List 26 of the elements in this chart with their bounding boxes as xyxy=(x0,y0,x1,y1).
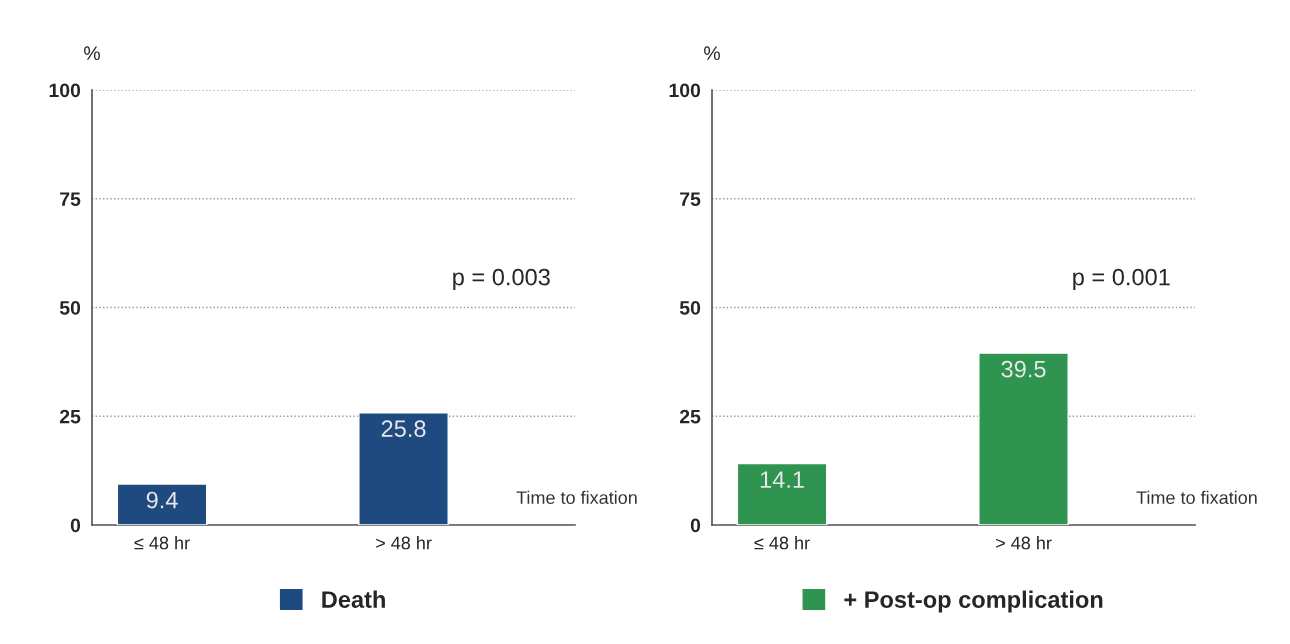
legend-label: + Post-op complication xyxy=(844,590,1103,613)
y-tick-label: 75 xyxy=(680,192,701,206)
y-tick-label: 100 xyxy=(49,83,81,98)
data-label: 14.1 xyxy=(760,471,804,488)
y-tick-label: 0 xyxy=(70,518,81,533)
legend-label: Death xyxy=(322,590,385,608)
annotation: p = 0.003 xyxy=(453,268,550,291)
y-axis-title: % xyxy=(704,46,720,60)
y-tick-label: 100 xyxy=(669,83,701,98)
x-tick-label: ≤ 48 hr xyxy=(754,536,810,550)
x-tick-label: ≤ 48 hr xyxy=(134,536,190,550)
y-tick-label: 25 xyxy=(679,409,701,424)
x-tick-label: > 48 hr xyxy=(996,536,1052,550)
y-tick-label: 50 xyxy=(59,300,81,315)
y-tick-label: 0 xyxy=(690,518,701,533)
y-tick-label: 75 xyxy=(60,192,81,206)
data-label: 39.5 xyxy=(1001,360,1046,378)
y-tick-label: 25 xyxy=(59,409,81,424)
annotation: p = 0.001 xyxy=(1073,268,1170,291)
data-label: 9.4 xyxy=(146,491,178,509)
x-axis-title: Time to fixation xyxy=(516,490,637,505)
x-axis-title: Time to fixation xyxy=(1136,490,1257,505)
x-tick-label: > 48 hr xyxy=(376,536,432,550)
y-axis-title: % xyxy=(84,46,100,60)
y-tick-label: 50 xyxy=(679,300,701,315)
data-label: 25.8 xyxy=(381,420,426,438)
